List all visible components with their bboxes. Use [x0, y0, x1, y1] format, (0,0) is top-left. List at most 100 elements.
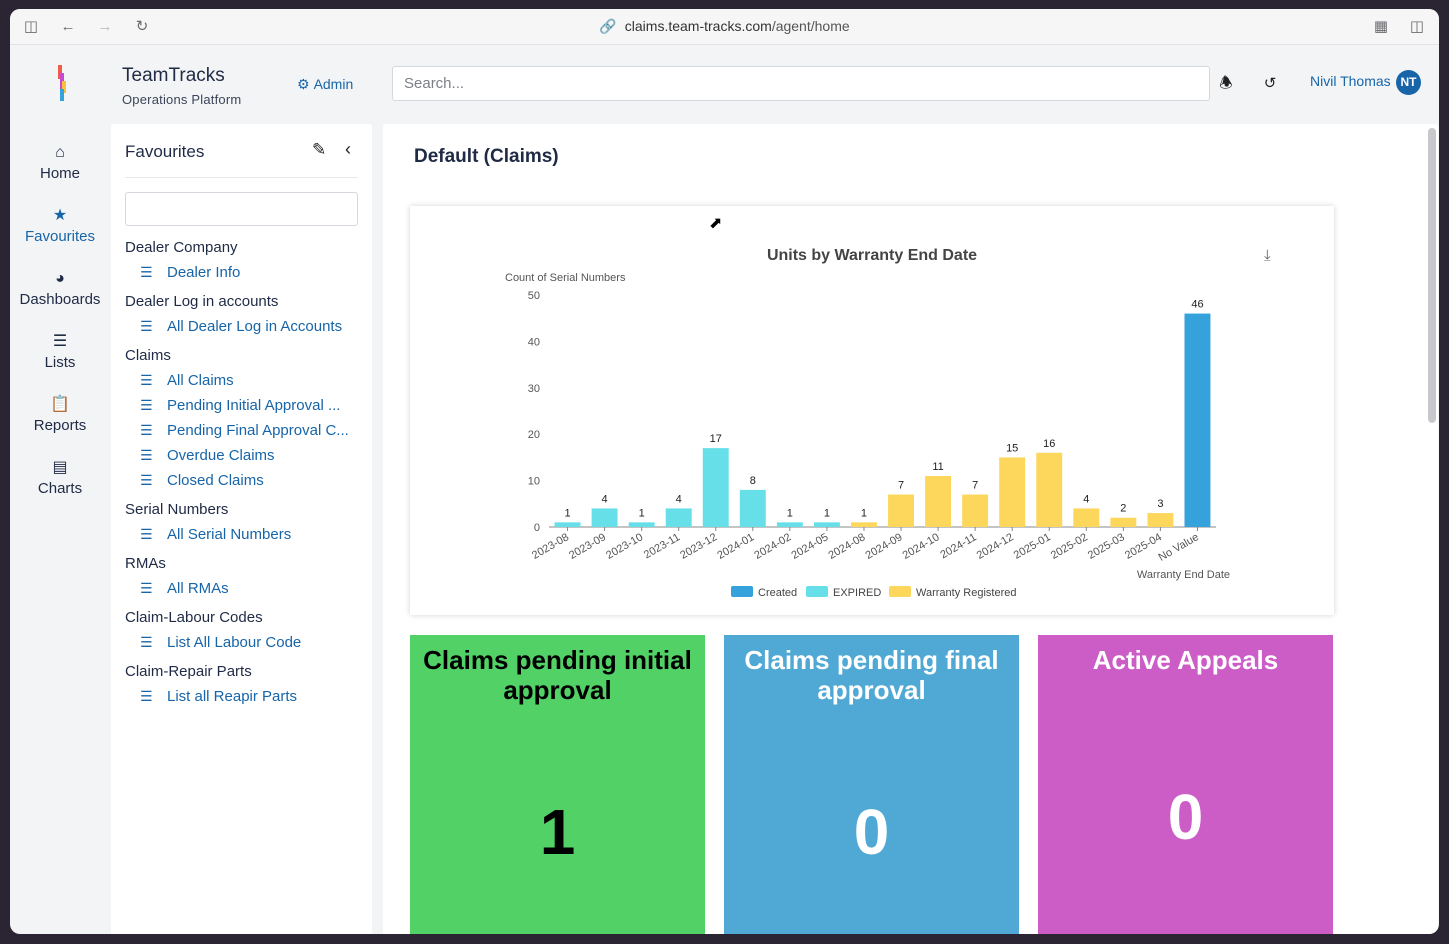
- y-tick-label: 0: [534, 522, 540, 534]
- favourite-link[interactable]: ☰ Dealer Info: [125, 260, 365, 285]
- chart-bar: [851, 522, 877, 527]
- clipboard-icon: 📋: [50, 396, 70, 413]
- bar-data-label: 1: [639, 507, 645, 519]
- avatar[interactable]: NT: [1396, 70, 1421, 95]
- favourite-link-label: List All Labour Code: [167, 634, 302, 651]
- nav-home[interactable]: ⌂ Home: [10, 143, 110, 182]
- bar-data-label: 1: [824, 507, 830, 519]
- user-name[interactable]: Nivil Thomas: [1310, 73, 1391, 89]
- bar-data-label: 16: [1043, 438, 1055, 450]
- favourites-group-title: RMAs: [125, 555, 166, 572]
- y-axis-label: Count of Serial Numbers: [505, 272, 626, 284]
- admin-link[interactable]: ⚙ Admin: [297, 76, 353, 93]
- legend-swatch: [806, 586, 828, 597]
- favourite-link[interactable]: ☰ List all Reapir Parts: [125, 684, 365, 709]
- favourite-link-label: All Claims: [167, 372, 234, 389]
- chart-icon: ▤: [52, 459, 68, 476]
- nav-charts[interactable]: ▤ Charts: [10, 458, 110, 497]
- left-nav: ⌂ Home ★ Favourites ◕ Dashboards ☰ Lists…: [10, 125, 110, 934]
- x-tick-label: 2024-02: [752, 531, 793, 562]
- list-icon: ☰: [140, 397, 153, 413]
- app-header: TeamTracks Operations Platform ⚙Admin 🕭 …: [10, 45, 1439, 125]
- favourite-link[interactable]: ☰ All Serial Numbers: [125, 522, 365, 547]
- nav-favourites-label: Favourites: [24, 228, 96, 245]
- nav-lists[interactable]: ☰ Lists: [10, 332, 110, 371]
- summary-tile-title: Active Appeals: [1092, 645, 1279, 675]
- favourite-link[interactable]: ☰ List All Labour Code: [125, 630, 365, 655]
- favourite-link[interactable]: ☰ Pending Final Approval C...: [125, 418, 365, 443]
- history-icon[interactable]: ↺: [1263, 75, 1277, 92]
- summary-tile[interactable]: Claims pending final approval 0: [724, 635, 1019, 934]
- favourites-group-title: Serial Numbers: [125, 501, 229, 518]
- legend-swatch: [889, 586, 911, 597]
- reload-icon[interactable]: ↻: [135, 18, 149, 35]
- summary-tile-title: Claims pending final approval: [744, 645, 999, 705]
- chart-bar: [628, 522, 655, 527]
- chart-bar: [1147, 513, 1174, 527]
- download-icon[interactable]: ⤓: [1264, 247, 1271, 264]
- chart-bar: [999, 457, 1026, 527]
- url-host: claims.team-tracks.com: [624, 18, 772, 34]
- favourites-group-title: Dealer Company: [125, 239, 238, 256]
- x-tick-label: 2024-05: [789, 531, 830, 562]
- back-icon[interactable]: ←: [60, 18, 76, 35]
- dashboard-icon: ◕: [55, 270, 65, 287]
- summary-tile[interactable]: Active Appeals 0: [1038, 635, 1333, 934]
- y-tick-label: 20: [528, 429, 540, 441]
- bar-data-label: 4: [676, 493, 682, 505]
- bar-data-label: 1: [564, 507, 570, 519]
- chart-bar: [776, 522, 803, 527]
- page-title: Default (Claims): [414, 146, 559, 167]
- list-icon: ☰: [140, 422, 153, 438]
- favourites-group: Claims ☰ All Claims ☰ Pending Initial Approv…: [125, 344, 365, 493]
- bar-data-label: 7: [972, 480, 978, 492]
- favourites-filter-input[interactable]: [125, 192, 358, 226]
- list-icon: ☰: [140, 526, 153, 542]
- nav-home-label: Home: [39, 165, 80, 182]
- bell-icon[interactable]: 🕭: [1219, 75, 1233, 92]
- nav-favourites[interactable]: ★ Favourites: [10, 206, 110, 245]
- x-tick-label: 2025-02: [1049, 531, 1090, 562]
- teamtracks-logo-icon[interactable]: [57, 65, 67, 101]
- chevron-left-icon[interactable]: ‹: [345, 139, 351, 159]
- search-input[interactable]: [392, 66, 1210, 101]
- favourite-link[interactable]: ☰ Overdue Claims: [125, 443, 365, 468]
- favourites-group-title: Claims: [125, 347, 171, 364]
- favourite-link[interactable]: ☰ All Dealer Log in Accounts: [125, 314, 365, 339]
- favourites-group: Dealer Log in accounts ☰ All Dealer Log in…: [125, 290, 365, 339]
- favourite-link-label: Closed Claims: [167, 472, 264, 489]
- favourite-link[interactable]: ☰ Pending Initial Approval ...: [125, 393, 365, 418]
- summary-tile[interactable]: Claims pending initial approval 1: [410, 635, 705, 934]
- sidebar-toggle-icon[interactable]: ◫: [23, 18, 39, 35]
- x-axis-label: Warranty End Date: [1137, 569, 1230, 581]
- address-bar[interactable]: 🔗 claims.team-tracks.com/agent/home: [10, 18, 1439, 35]
- chart-bar: [1073, 508, 1100, 527]
- link-icon: 🔗: [599, 18, 617, 34]
- bar-data-label: 46: [1191, 299, 1203, 311]
- nav-dashboards[interactable]: ◕ Dashboards: [10, 269, 110, 308]
- favourite-link-label: All Dealer Log in Accounts: [167, 318, 343, 335]
- list-icon: ☰: [140, 688, 153, 704]
- scrollbar[interactable]: [1428, 128, 1436, 423]
- star-icon: ★: [52, 207, 68, 224]
- favourite-link[interactable]: ☰ All RMAs: [125, 576, 365, 601]
- list-icon: ☰: [140, 447, 153, 463]
- x-tick-label: 2024-10: [901, 531, 942, 562]
- forward-icon[interactable]: →: [97, 18, 113, 35]
- favourite-link[interactable]: ☰ Closed Claims: [125, 468, 365, 493]
- translate-icon[interactable]: ▦: [1373, 18, 1389, 35]
- favourites-group: Claim-Repair Parts ☰ List all Reapir Parts: [125, 660, 365, 709]
- chart-bar: [1184, 313, 1211, 527]
- split-view-icon[interactable]: ◫: [1409, 18, 1425, 35]
- nav-reports-label: Reports: [33, 417, 87, 434]
- favourite-link-label: Pending Initial Approval ...: [167, 397, 341, 414]
- bar-data-label: 8: [750, 475, 756, 487]
- favourite-link[interactable]: ☰ All Claims: [125, 368, 365, 393]
- nav-reports[interactable]: 📋 Reports: [10, 395, 110, 434]
- legend-label: Warranty Registered: [916, 587, 1016, 599]
- pencil-icon[interactable]: ✎: [312, 140, 327, 159]
- nav-dashboards-label: Dashboards: [19, 291, 101, 308]
- mouse-cursor-icon: ⬈: [709, 215, 723, 232]
- legend-label: Created: [758, 587, 797, 599]
- chart-bar: [739, 489, 766, 527]
